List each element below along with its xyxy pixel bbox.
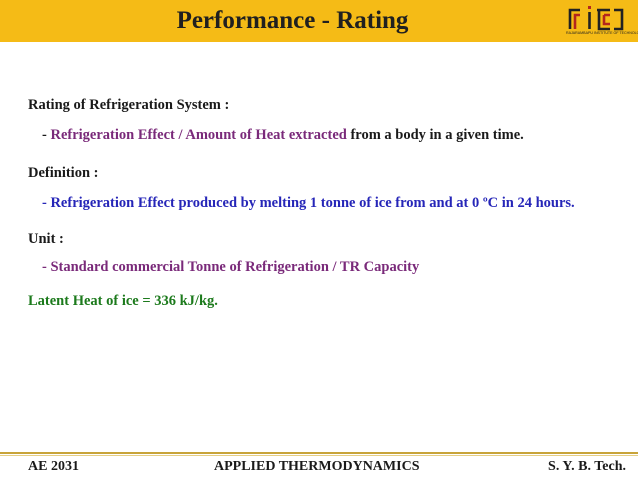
- rating-prefix: -: [42, 127, 51, 143]
- unit-text: - Standard commercial Tonne of Refrigera…: [42, 259, 420, 275]
- logo-subtitle: RAJARAMBAPU INSTITUTE OF TECHNOLOGY: [566, 31, 638, 35]
- rating-suffix: from a body in a given time.: [346, 127, 524, 143]
- definition-text: - Refrigeration Effect produced by melti…: [42, 195, 575, 211]
- rit-logo: RAJARAMBAPU INSTITUTE OF TECHNOLOGY: [566, 4, 638, 38]
- footer-divider-light: [0, 455, 638, 456]
- header-bar: Performance - Rating RAJARAMBAPU INSTITU…: [0, 0, 638, 42]
- rating-highlight: Refrigeration Effect / Amount of Heat ex…: [50, 127, 347, 143]
- footer-course-name: APPLIED THERMODYNAMICS: [214, 459, 420, 474]
- latent-heat-text: Latent Heat of ice = 336 kJ/kg.: [28, 293, 218, 309]
- footer-course-code: AE 2031: [28, 459, 79, 474]
- footer-divider: [0, 452, 638, 454]
- rating-line: - Refrigeration Effect / Amount of Heat …: [42, 126, 524, 144]
- rit-logo-mark: [568, 6, 624, 31]
- definition-heading: Definition :: [28, 165, 99, 181]
- slide-title: Performance - Rating: [176, 7, 409, 34]
- unit-heading: Unit :: [28, 231, 64, 247]
- rating-heading: Rating of Refrigeration System :: [28, 97, 230, 113]
- footer-class: S. Y. B. Tech.: [548, 459, 626, 474]
